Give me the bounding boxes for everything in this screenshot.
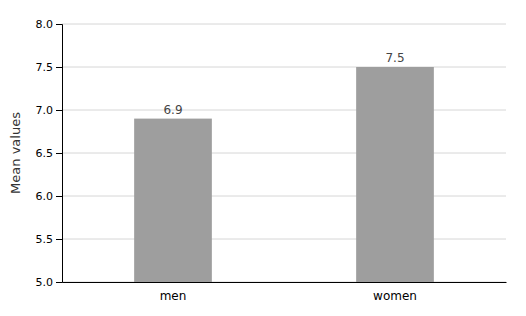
- y-axis-line: [56, 25, 63, 283]
- x-axis: men women: [63, 283, 507, 303]
- y-tick: 5.0: [36, 276, 63, 289]
- y-tick-mark: [56, 282, 62, 283]
- y-axis: 5.0 5.5 6.0 6.5 7.0 7.5 8.0: [36, 18, 63, 289]
- x-tick-label: women: [373, 289, 417, 303]
- grid-line: [62, 196, 506, 197]
- x-axis-line: [63, 282, 507, 283]
- data-label: 6.9: [163, 103, 182, 117]
- grid-line: [62, 24, 506, 25]
- grid-line: [62, 153, 506, 154]
- grid-line: [62, 67, 506, 68]
- y-tick: 7.5: [36, 61, 63, 74]
- x-tick: women: [373, 289, 417, 303]
- y-tick-label: 6.5: [36, 147, 54, 160]
- grid-line: [62, 239, 506, 240]
- y-tick-mark: [56, 67, 62, 68]
- chart: 5.0 5.5 6.0 6.5 7.0 7.5 8.0 men women 6.9 7.5 Mean …: [0, 0, 526, 316]
- y-tick-mark: [56, 110, 62, 111]
- x-tick-label: men: [160, 289, 187, 303]
- x-tick: men: [160, 289, 187, 303]
- y-tick-mark: [56, 153, 62, 154]
- y-tick-label: 5.5: [36, 233, 54, 246]
- y-tick-mark: [56, 24, 62, 25]
- y-tick-label: 6.0: [36, 190, 54, 203]
- y-tick-label: 7.0: [36, 104, 54, 117]
- y-tick-label: 5.0: [36, 276, 54, 289]
- data-labels: 6.9 7.5: [163, 51, 404, 117]
- data-label: 7.5: [385, 51, 404, 65]
- bars: [134, 67, 434, 282]
- y-tick: 6.0: [36, 190, 63, 203]
- y-tick: 5.5: [36, 233, 63, 246]
- y-tick: 6.5: [36, 147, 63, 160]
- y-tick: 7.0: [36, 104, 63, 117]
- y-tick-label: 7.5: [36, 61, 54, 74]
- y-tick-mark: [56, 239, 62, 240]
- y-tick: 8.0: [36, 18, 63, 31]
- bar: [134, 119, 212, 282]
- grid-line: [62, 282, 506, 283]
- grid: [62, 24, 506, 282]
- y-tick-label: 8.0: [36, 18, 54, 31]
- grid-line: [62, 110, 506, 111]
- y-axis-title: Mean values: [8, 112, 23, 194]
- plot: 5.0 5.5 6.0 6.5 7.0 7.5 8.0 men women 6.9 7.5: [36, 18, 507, 303]
- y-tick-mark: [56, 196, 62, 197]
- bar: [356, 67, 434, 282]
